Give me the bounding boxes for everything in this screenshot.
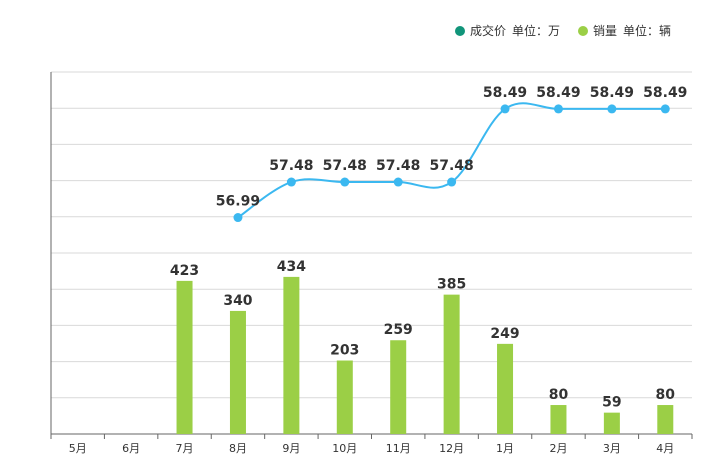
sales-bar: [550, 405, 567, 434]
x-tick-label: 5月: [69, 442, 87, 455]
price-point-label: 58.49: [590, 85, 634, 101]
sales-bar-label: 249: [490, 326, 519, 342]
legend-sales-label: 销量: [593, 24, 618, 38]
legend-item-price[interactable]: 成交价 单位：万: [455, 22, 560, 39]
sales-bar-label: 59: [602, 395, 621, 411]
legend-item-sales[interactable]: 销量 单位：辆: [578, 22, 671, 39]
x-tick-label: 12月: [439, 442, 464, 455]
legend-price-label: 成交价: [470, 24, 507, 38]
price-point-label: 58.49: [536, 85, 580, 101]
sales-bar: [603, 412, 620, 434]
sales-bar: [657, 405, 674, 434]
sales-bar-label: 203: [330, 343, 359, 359]
sales-bar-label: 385: [437, 277, 466, 293]
price-point: [447, 177, 457, 187]
x-tick-label: 3月: [603, 442, 621, 455]
sales-bar-label: 423: [170, 263, 199, 279]
sales-bar: [390, 340, 407, 434]
legend-price-marker: [455, 25, 465, 36]
price-point: [233, 213, 243, 223]
x-tick-label: 1月: [496, 442, 514, 455]
sales-bar-label: 434: [277, 259, 306, 275]
x-tick-label: 6月: [122, 442, 140, 455]
price-point-label: 58.49: [483, 85, 527, 101]
sales-bar: [443, 294, 460, 434]
sales-bar: [283, 276, 300, 434]
price-point: [286, 177, 296, 187]
x-tick-label: 8月: [229, 442, 247, 455]
x-tick-label: 2月: [549, 442, 567, 455]
sales-bar: [336, 360, 353, 434]
sales-bar: [497, 343, 514, 434]
sales-bar-label: 80: [656, 387, 676, 403]
price-point-label: 56.99: [216, 194, 260, 210]
price-point: [553, 104, 563, 114]
price-point-label: 57.48: [429, 158, 473, 174]
price-point: [607, 104, 617, 114]
x-tick-label: 4月: [656, 442, 674, 455]
price-point-label: 57.48: [323, 158, 367, 174]
legend-price-unit: 单位：万: [512, 24, 561, 38]
sales-bar-label: 80: [549, 387, 569, 403]
sales-bar: [176, 280, 193, 434]
legend-sales-unit: 单位：辆: [623, 24, 672, 38]
x-tick-label: 9月: [282, 442, 300, 455]
legend-sales-marker: [578, 25, 589, 36]
sales-bar: [229, 310, 246, 434]
price-point: [340, 177, 350, 187]
price-point-label: 58.49: [643, 85, 687, 101]
legend: 成交价 单位：万 销量 单位：辆: [455, 22, 671, 39]
x-tick-label: 10月: [332, 442, 357, 455]
x-tick-label: 7月: [176, 442, 194, 455]
price-point-label: 57.48: [376, 158, 420, 174]
price-point: [393, 177, 403, 187]
price-point-label: 57.48: [269, 158, 313, 174]
x-tick-label: 11月: [386, 442, 411, 455]
price-point: [660, 104, 670, 114]
sales-bar-label: 259: [384, 322, 413, 338]
price-point: [500, 104, 510, 114]
sales-bar-label: 340: [223, 293, 252, 309]
